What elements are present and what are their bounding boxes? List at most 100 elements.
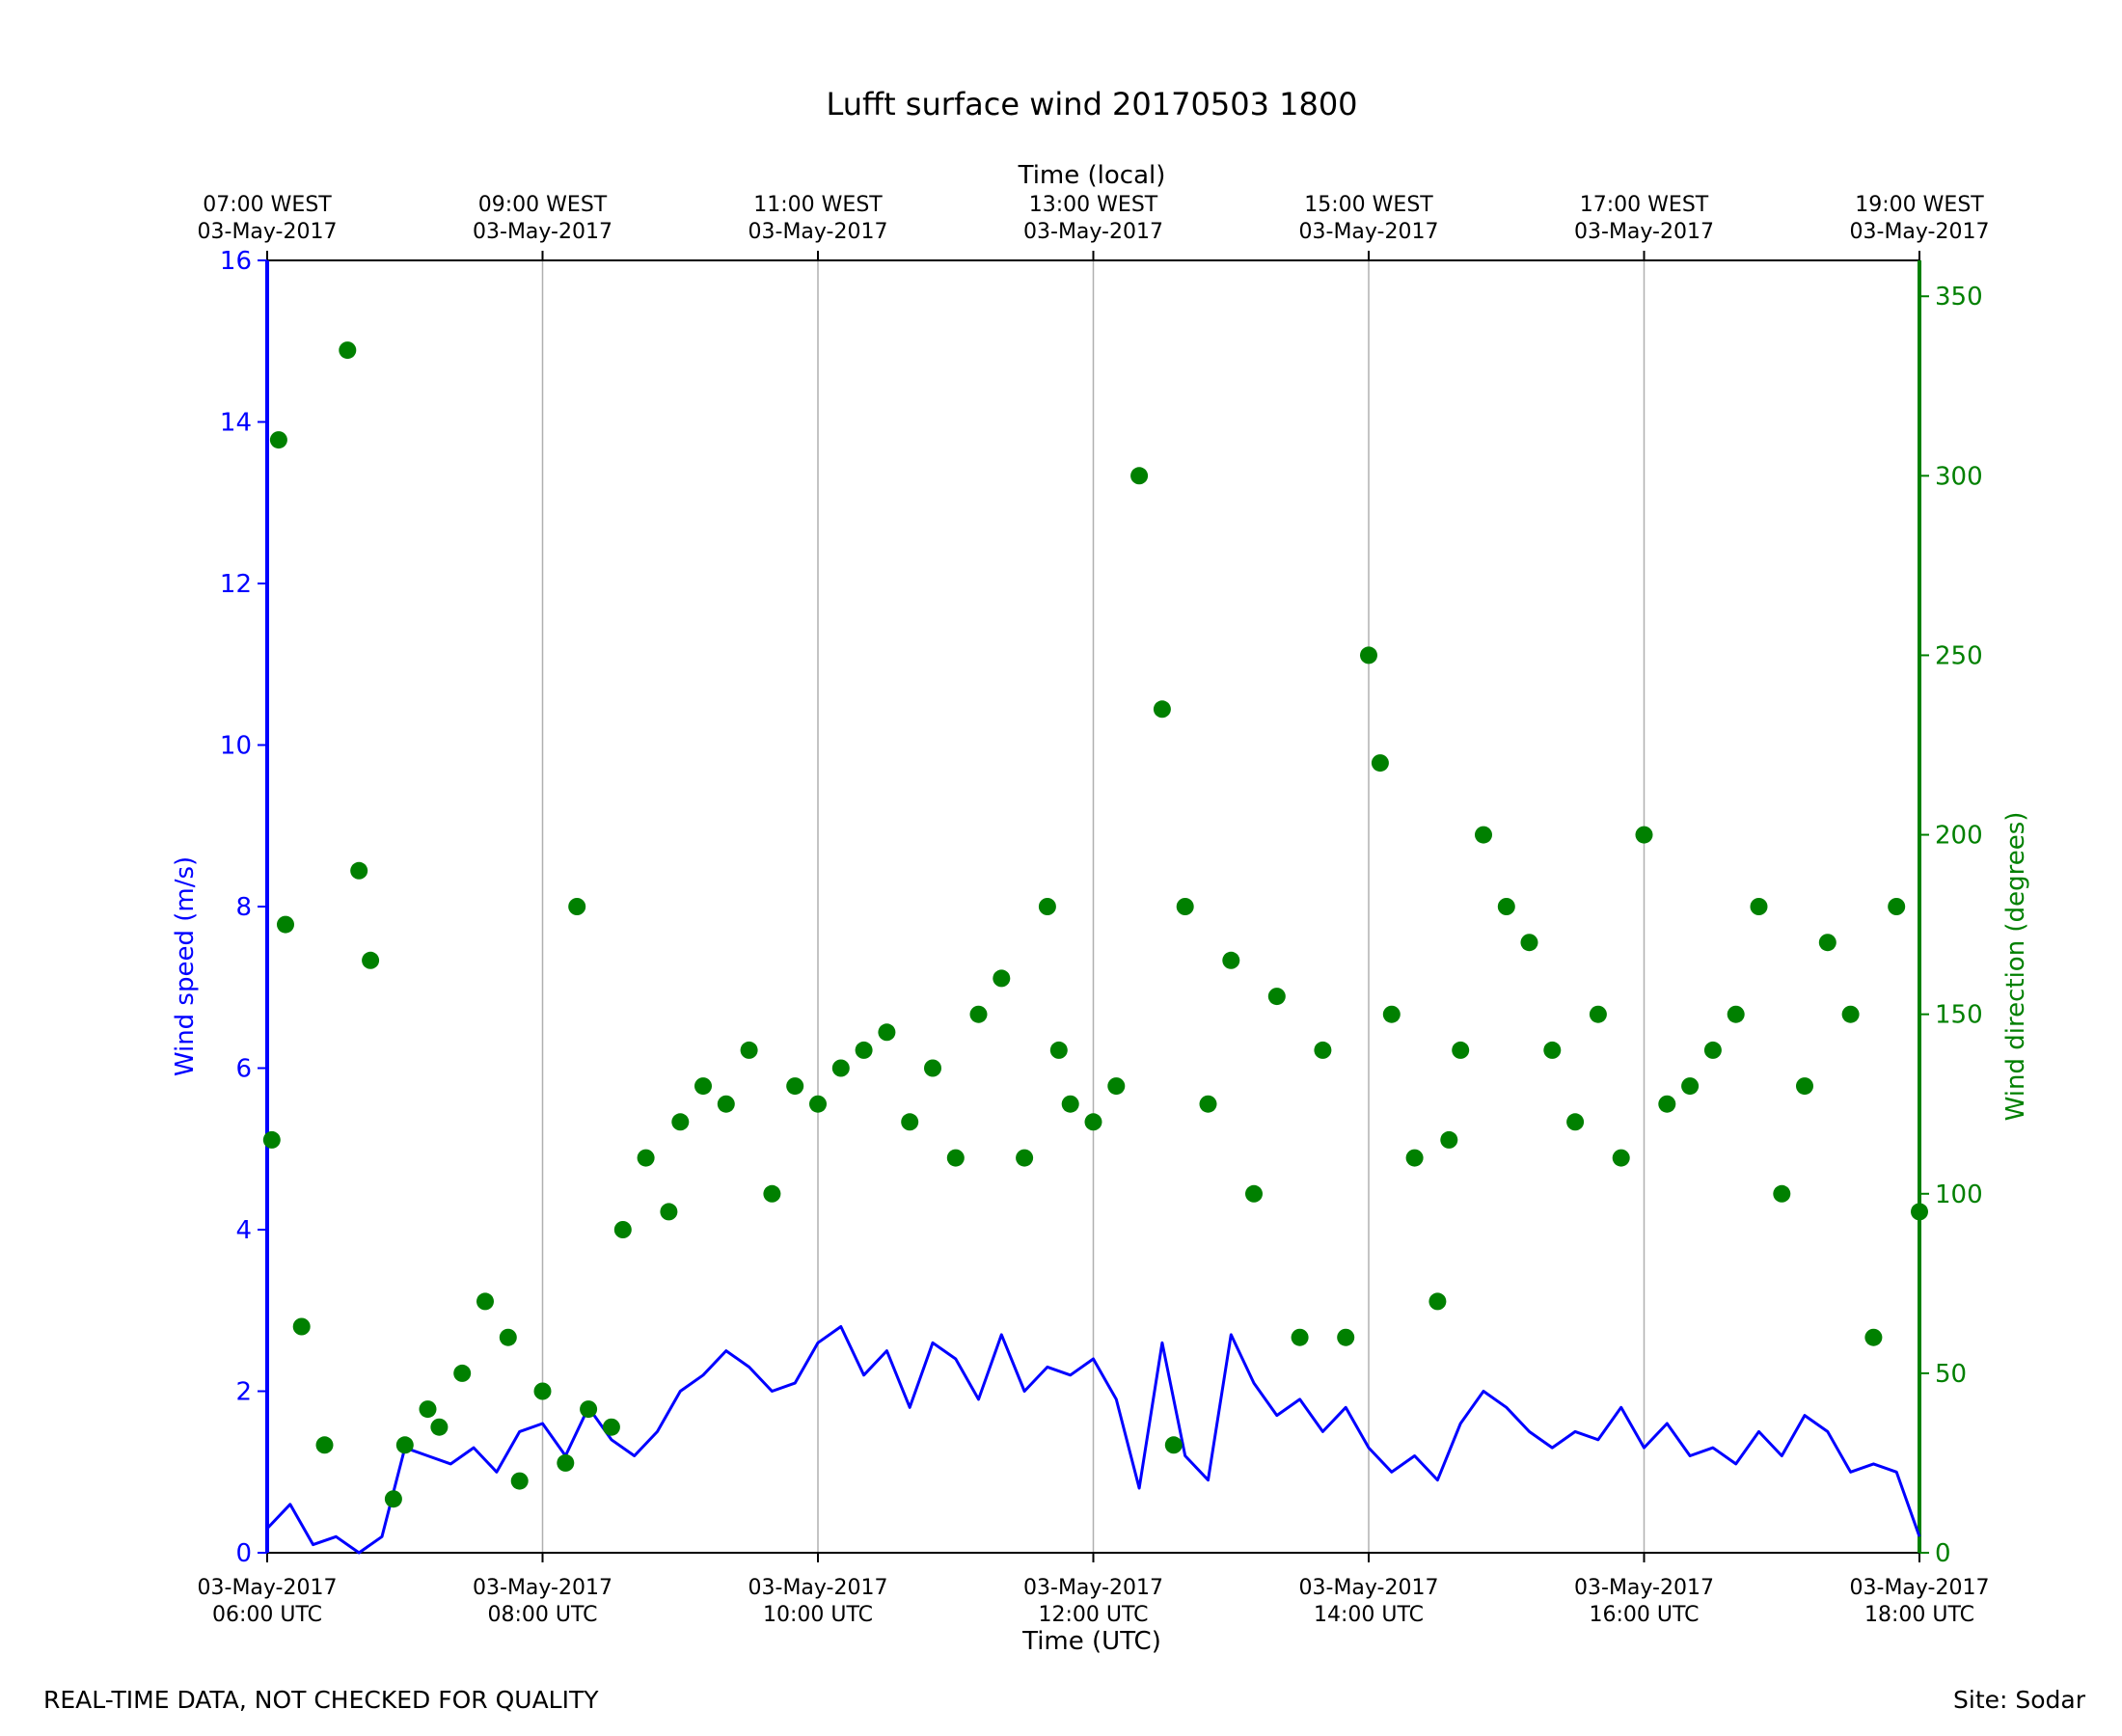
bottom-tick-label-time: 08:00 UTC [487, 1603, 597, 1627]
direction-point [1153, 700, 1171, 719]
top-tick-label-time: 15:00 WEST [1304, 193, 1433, 217]
left-tick-label: 4 [235, 1216, 252, 1245]
bottom-tick-label-date: 03-May-2017 [1850, 1576, 1990, 1600]
top-tick-label-time: 07:00 WEST [203, 193, 332, 217]
direction-point [1199, 1095, 1217, 1113]
site-label: Site: Sodar [1953, 1686, 2085, 1714]
direction-point [763, 1184, 781, 1203]
left-tick-label: 2 [235, 1378, 252, 1407]
direction-point [1428, 1292, 1447, 1311]
direction-point [1841, 1005, 1860, 1023]
top-tick-label-time: 13:00 WEST [1029, 193, 1158, 217]
direction-point [1382, 1005, 1401, 1023]
right-tick-label: 150 [1935, 1001, 1983, 1030]
direction-point [637, 1149, 655, 1167]
left-tick-label: 10 [220, 732, 252, 761]
direction-point [1497, 898, 1515, 915]
direction-point [1703, 1041, 1722, 1059]
direction-point [1520, 934, 1538, 952]
direction-point [602, 1418, 620, 1436]
direction-point [568, 898, 586, 915]
direction-point [969, 1005, 988, 1023]
direction-point [1727, 1005, 1745, 1023]
top-tick-label-date: 03-May-2017 [748, 220, 888, 244]
direction-point [510, 1472, 529, 1490]
left-tick-label: 0 [235, 1539, 252, 1568]
direction-point [419, 1400, 437, 1419]
direction-point [786, 1077, 804, 1096]
direction-point [1911, 1203, 1928, 1221]
top-tick-label-date: 03-May-2017 [1299, 220, 1439, 244]
quality-disclaimer: REAL-TIME DATA, NOT CHECKED FOR QUALITY [43, 1686, 599, 1714]
right-tick-label: 0 [1935, 1539, 1951, 1568]
direction-point [580, 1400, 598, 1419]
direction-point [1371, 754, 1389, 773]
direction-point [671, 1113, 690, 1131]
direction-point [1888, 898, 1906, 915]
left-tick-label: 16 [220, 247, 252, 276]
left-tick-label: 8 [235, 893, 252, 922]
direction-point [269, 431, 287, 449]
right-tick-label: 50 [1935, 1360, 1967, 1389]
top-tick-label-date: 03-May-2017 [198, 220, 338, 244]
bottom-tick-label-date: 03-May-2017 [748, 1576, 888, 1600]
bottom-tick-label-time: 06:00 UTC [212, 1603, 322, 1627]
direction-point [1658, 1095, 1676, 1113]
direction-point [1440, 1130, 1458, 1149]
direction-point [1681, 1077, 1700, 1096]
top-tick-label-time: 19:00 WEST [1855, 193, 1984, 217]
direction-point [557, 1453, 575, 1472]
right-tick-label: 200 [1935, 822, 1983, 851]
direction-point [924, 1059, 941, 1077]
bottom-axis-label: Time (UTC) [1021, 1627, 1161, 1656]
direction-point [1267, 988, 1286, 1006]
direction-point [1016, 1149, 1034, 1167]
left-tick-label: 12 [220, 570, 252, 599]
top-tick-label-time: 11:00 WEST [753, 193, 883, 217]
direction-point [1360, 646, 1377, 665]
direction-point [1164, 1436, 1183, 1454]
direction-point [1176, 898, 1194, 915]
bottom-tick-label-time: 10:00 UTC [763, 1603, 873, 1627]
left-tick-label: 6 [235, 1055, 252, 1084]
direction-point [430, 1418, 449, 1436]
direction-point [499, 1328, 517, 1346]
bottom-tick-label-date: 03-May-2017 [198, 1576, 338, 1600]
bottom-tick-label-date: 03-May-2017 [1574, 1576, 1714, 1600]
direction-point [717, 1095, 735, 1113]
direction-point [1635, 826, 1653, 844]
direction-point [1773, 1184, 1791, 1203]
plot-area: 03-May-2017 06:00 UTC 07:00 WEST 03-May-201… [198, 193, 1990, 1627]
direction-point [350, 861, 368, 880]
direction-point [1452, 1041, 1470, 1059]
top-axis-label: Time (local) [1018, 161, 1166, 190]
direction-point [453, 1364, 472, 1382]
right-tick-label: 100 [1935, 1180, 1983, 1209]
top-tick-label-date: 03-May-2017 [1850, 220, 1990, 244]
left-axis-label: Wind speed (m/s) [171, 856, 200, 1076]
bottom-tick-label-time: 14:00 UTC [1314, 1603, 1424, 1627]
top-tick-label-time: 09:00 WEST [478, 193, 608, 217]
direction-point [339, 341, 357, 360]
direction-point [1130, 467, 1149, 485]
direction-point [740, 1041, 758, 1059]
direction-point [855, 1041, 873, 1059]
top-tick-label-date: 03-May-2017 [1023, 220, 1163, 244]
direction-point [476, 1292, 494, 1311]
speed-series-line [265, 1325, 1921, 1555]
direction-point [946, 1149, 965, 1167]
left-tick-label: 14 [220, 409, 252, 438]
top-tick-label-time: 17:00 WEST [1580, 193, 1709, 217]
direction-point [1337, 1328, 1355, 1346]
direction-point [384, 1490, 402, 1508]
top-tick-label-date: 03-May-2017 [1574, 220, 1714, 244]
direction-point [1864, 1328, 1883, 1346]
direction-point [1049, 1041, 1068, 1059]
direction-point [315, 1436, 334, 1454]
direction-point [613, 1221, 632, 1238]
direction-point [993, 969, 1011, 988]
direction-point [1222, 951, 1240, 969]
direction-point [1107, 1077, 1126, 1096]
direction-point [1589, 1005, 1607, 1023]
direction-point [292, 1317, 311, 1336]
